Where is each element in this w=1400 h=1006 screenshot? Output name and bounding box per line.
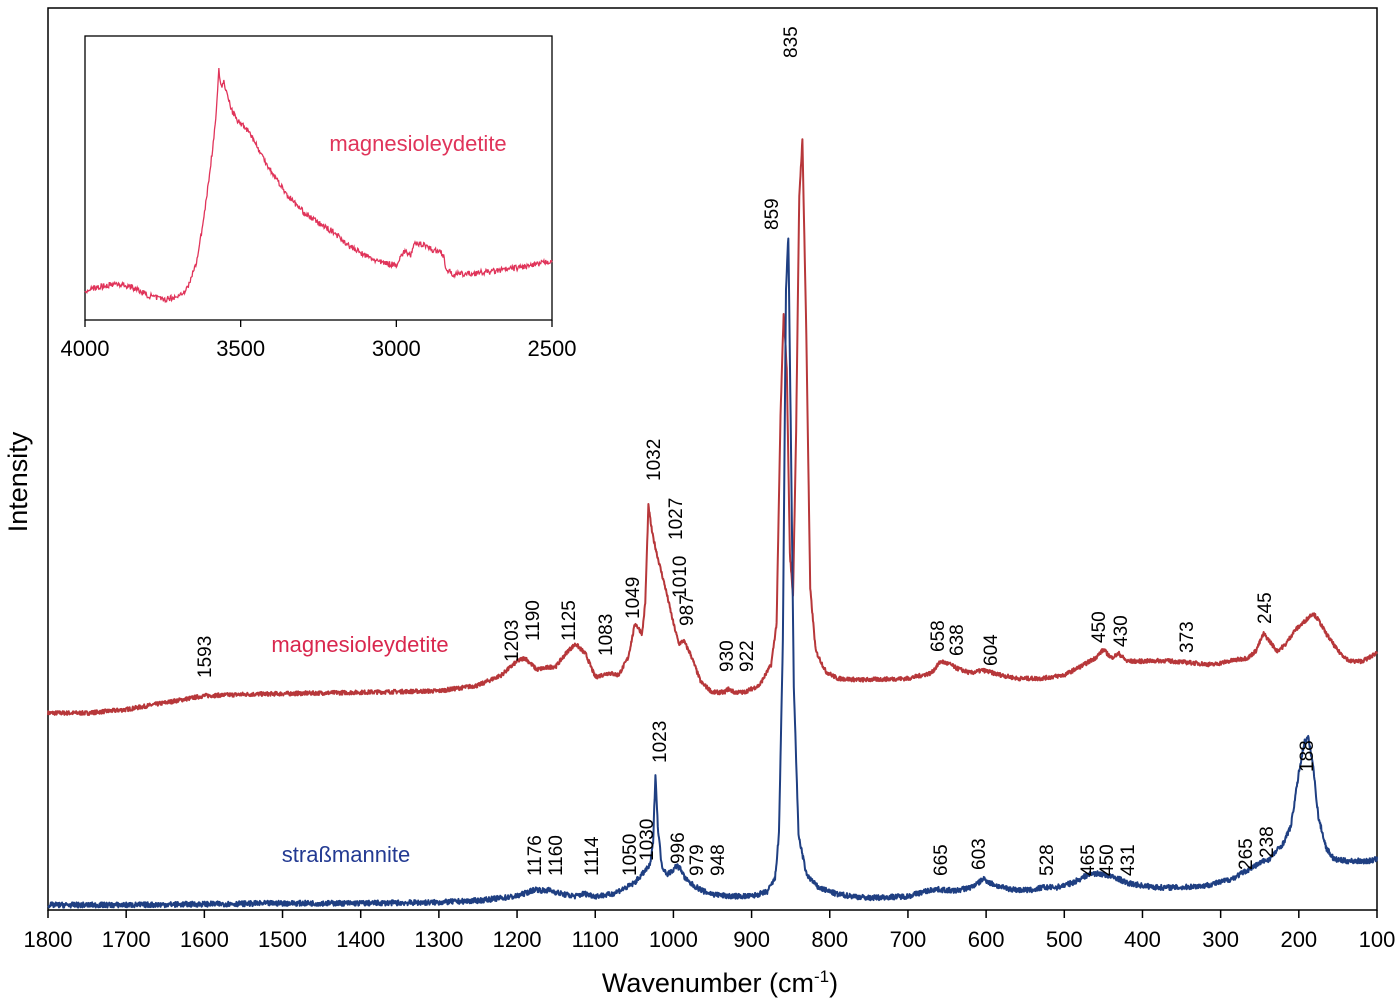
x-tick-label: 1100 (572, 927, 619, 952)
peak-label: 603 (969, 838, 990, 870)
peak-label: 430 (1111, 615, 1132, 647)
peak-label: 979 (687, 844, 708, 876)
main-plot-area: 1800 1700 1600 1500 1400 1300 1200 1100 1000 900 8… (24, 7, 1396, 952)
inset-series-line (84, 68, 553, 304)
x-tick-label: 400 (1124, 927, 1161, 952)
peak-label: 1050 (620, 834, 641, 876)
series-label: straßmannite (282, 842, 410, 867)
peak-label: 450 (1097, 844, 1118, 876)
peak-label: 1023 (650, 721, 671, 763)
inset-x-tick-label: 3000 (372, 336, 421, 361)
x-tick-label: 800 (811, 927, 848, 952)
peak-label: 1203 (502, 620, 523, 662)
peak-label: 1032 (644, 439, 665, 481)
peak-label: 1010 (670, 556, 691, 598)
peak-label: 930 (717, 640, 738, 672)
peak-label: 1190 (523, 600, 544, 641)
x-tick-label: 1500 (258, 927, 307, 952)
x-tick-label: 1400 (336, 927, 385, 952)
x-tick-label: 1000 (649, 927, 698, 952)
peak-label: 528 (1037, 844, 1058, 876)
inset-plot: 4000 3500 3000 2500 magnesioleydetite (61, 35, 577, 361)
peak-label: 1027 (666, 498, 687, 540)
peak-label: 1593 (195, 636, 216, 678)
peak-label: 1049 (623, 577, 644, 619)
x-tick-label: 700 (890, 927, 927, 952)
inset-frame (84, 35, 553, 321)
x-tick-label: 1600 (180, 927, 229, 952)
peak-label: 665 (931, 844, 952, 876)
peak-label: 1176 (525, 835, 546, 876)
x-tick-label: 500 (1046, 927, 1083, 952)
peak-label: 996 (668, 832, 689, 864)
peak-label: 987 (677, 594, 698, 626)
peak-label: 604 (981, 634, 1002, 666)
x-tick-label: 1200 (493, 927, 542, 952)
x-axis-title-main: Wavenumber (cm (602, 968, 814, 998)
x-axis-title-end: ) (829, 968, 838, 998)
peak-label: 1125 (559, 600, 580, 641)
x-axis-title: Wavenumber (cm-1) (602, 967, 838, 998)
series-line (47, 138, 1378, 716)
x-tick-label: 600 (968, 927, 1005, 952)
y-axis-title: Intensity (3, 431, 33, 532)
series-label: magnesioleydetite (271, 632, 448, 657)
peak-label: 638 (947, 624, 968, 656)
inset-x-tick-label: 3500 (216, 336, 265, 361)
peak-label: 465 (1078, 844, 1099, 876)
peak-label: 859 (762, 198, 783, 230)
peak-label: 948 (708, 844, 729, 876)
series-strassmannite: straßmannite 1176 1160 1114 1050103010239969… (47, 237, 1378, 909)
inset-x-tick-label: 2500 (528, 336, 577, 361)
peak-label: 1160 (546, 835, 567, 876)
x-tick-label: 200 (1280, 927, 1317, 952)
series-magnesioleydetite: magnesioleydetite 1593 1203 1190 1125 1083 104… (47, 26, 1378, 716)
peak-label: 1114 (582, 836, 603, 876)
series-line (47, 237, 1378, 909)
peak-label: 431 (1118, 844, 1139, 876)
peak-label: 922 (737, 640, 758, 672)
x-axis-title-superscript: -1 (814, 967, 829, 986)
peak-label: 1030 (637, 819, 658, 861)
x-tick-label: 1300 (414, 927, 463, 952)
plot-frame (47, 7, 1378, 911)
x-tick-label: 1700 (102, 927, 151, 952)
peak-label: 658 (928, 620, 949, 652)
x-tick-label: 1800 (24, 927, 73, 952)
x-tick-label: 100 (1359, 927, 1396, 952)
peak-label: 245 (1255, 592, 1276, 624)
peak-label: 373 (1177, 621, 1198, 653)
inset-series-label: magnesioleydetite (329, 131, 506, 156)
x-tick-label: 300 (1202, 927, 1239, 952)
peak-label: 265 (1236, 838, 1257, 870)
inset-x-tick-label: 4000 (61, 336, 110, 361)
peak-label: 188 (1297, 740, 1318, 772)
peak-label: 835 (781, 26, 802, 58)
peak-label: 238 (1257, 826, 1278, 858)
peak-label: 450 (1089, 611, 1110, 643)
peak-label: 1083 (596, 614, 617, 656)
x-tick-label: 900 (733, 927, 770, 952)
